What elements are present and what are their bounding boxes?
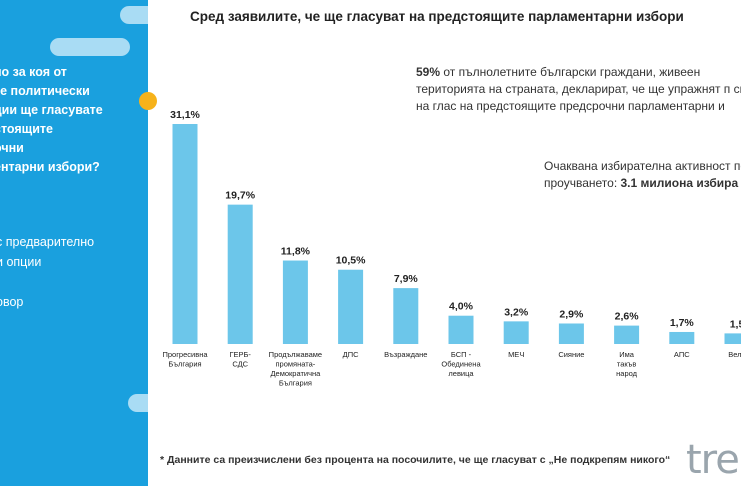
category-label: Продължаваме промяната-Демократична Българ… [269, 350, 322, 388]
bar-value-label: 2,6% [615, 311, 640, 323]
bar-value-label: 4,0% [449, 301, 474, 313]
bar-value-label: 1,5 [730, 318, 741, 330]
bar-value-label: 2,9% [559, 308, 584, 320]
answer-option-2: овор [0, 295, 24, 309]
category-label: Възраждане [384, 350, 427, 359]
turnout-value: 3.1 милиона избира [620, 176, 739, 190]
category-label: Сияние [558, 350, 584, 359]
bar [227, 204, 253, 344]
brand-logo: tre [686, 437, 740, 483]
bar [282, 260, 308, 344]
decor-pill [120, 6, 148, 24]
category-label: Вели [728, 350, 741, 359]
bullet-dot [139, 92, 157, 110]
category-label: МЕЧ [508, 350, 524, 359]
footnote: * Данните са преизчислени без процента н… [160, 454, 671, 466]
turnout-text: Очаквана избирателна активност по от про… [544, 158, 741, 192]
bar-value-label: 1,7% [670, 317, 695, 329]
bar-value-label: 19,7% [225, 190, 255, 202]
bar [669, 331, 695, 344]
info-text: 59% от пълнолетните български граждани, … [416, 64, 741, 115]
turnout-body: Очаквана избирателна активност по от про… [544, 159, 741, 190]
left-panel: но за коя от те политически ции ще гласу… [0, 0, 148, 486]
bar-value-label: 7,9% [394, 273, 419, 285]
bar [448, 315, 474, 344]
bar-value-label: 10,5% [336, 255, 366, 267]
decor-pill [128, 394, 148, 412]
category-label: ДПС [343, 350, 359, 359]
info-body: от пълнолетните български граждани, живе… [416, 65, 741, 113]
bar [172, 124, 198, 344]
chart-title: Сред заявилите, че ще гласуват на предст… [190, 9, 684, 24]
decor-pill [50, 38, 130, 56]
category-label: ГЕРБ-СДС [229, 350, 251, 369]
category-label: АПС [674, 350, 690, 359]
category-label: Прогресивна България [162, 350, 208, 369]
bar [724, 333, 741, 344]
survey-question: но за коя от те политически ции ще гласу… [0, 65, 103, 174]
bar [393, 288, 419, 344]
bar [558, 323, 584, 344]
bar-value-label: 31,1% [170, 109, 200, 121]
bar [503, 321, 529, 344]
bar-value-label: 11,8% [281, 246, 311, 258]
category-label: БСП -Обединена левица [441, 350, 481, 378]
category-label: Има такъв народ [616, 350, 637, 378]
bar [338, 269, 364, 344]
info-percent: 59% [416, 65, 441, 79]
bar-value-label: 3,2% [504, 306, 529, 318]
answer-option-1: с предварително и опции [0, 235, 95, 269]
bar [614, 325, 640, 344]
